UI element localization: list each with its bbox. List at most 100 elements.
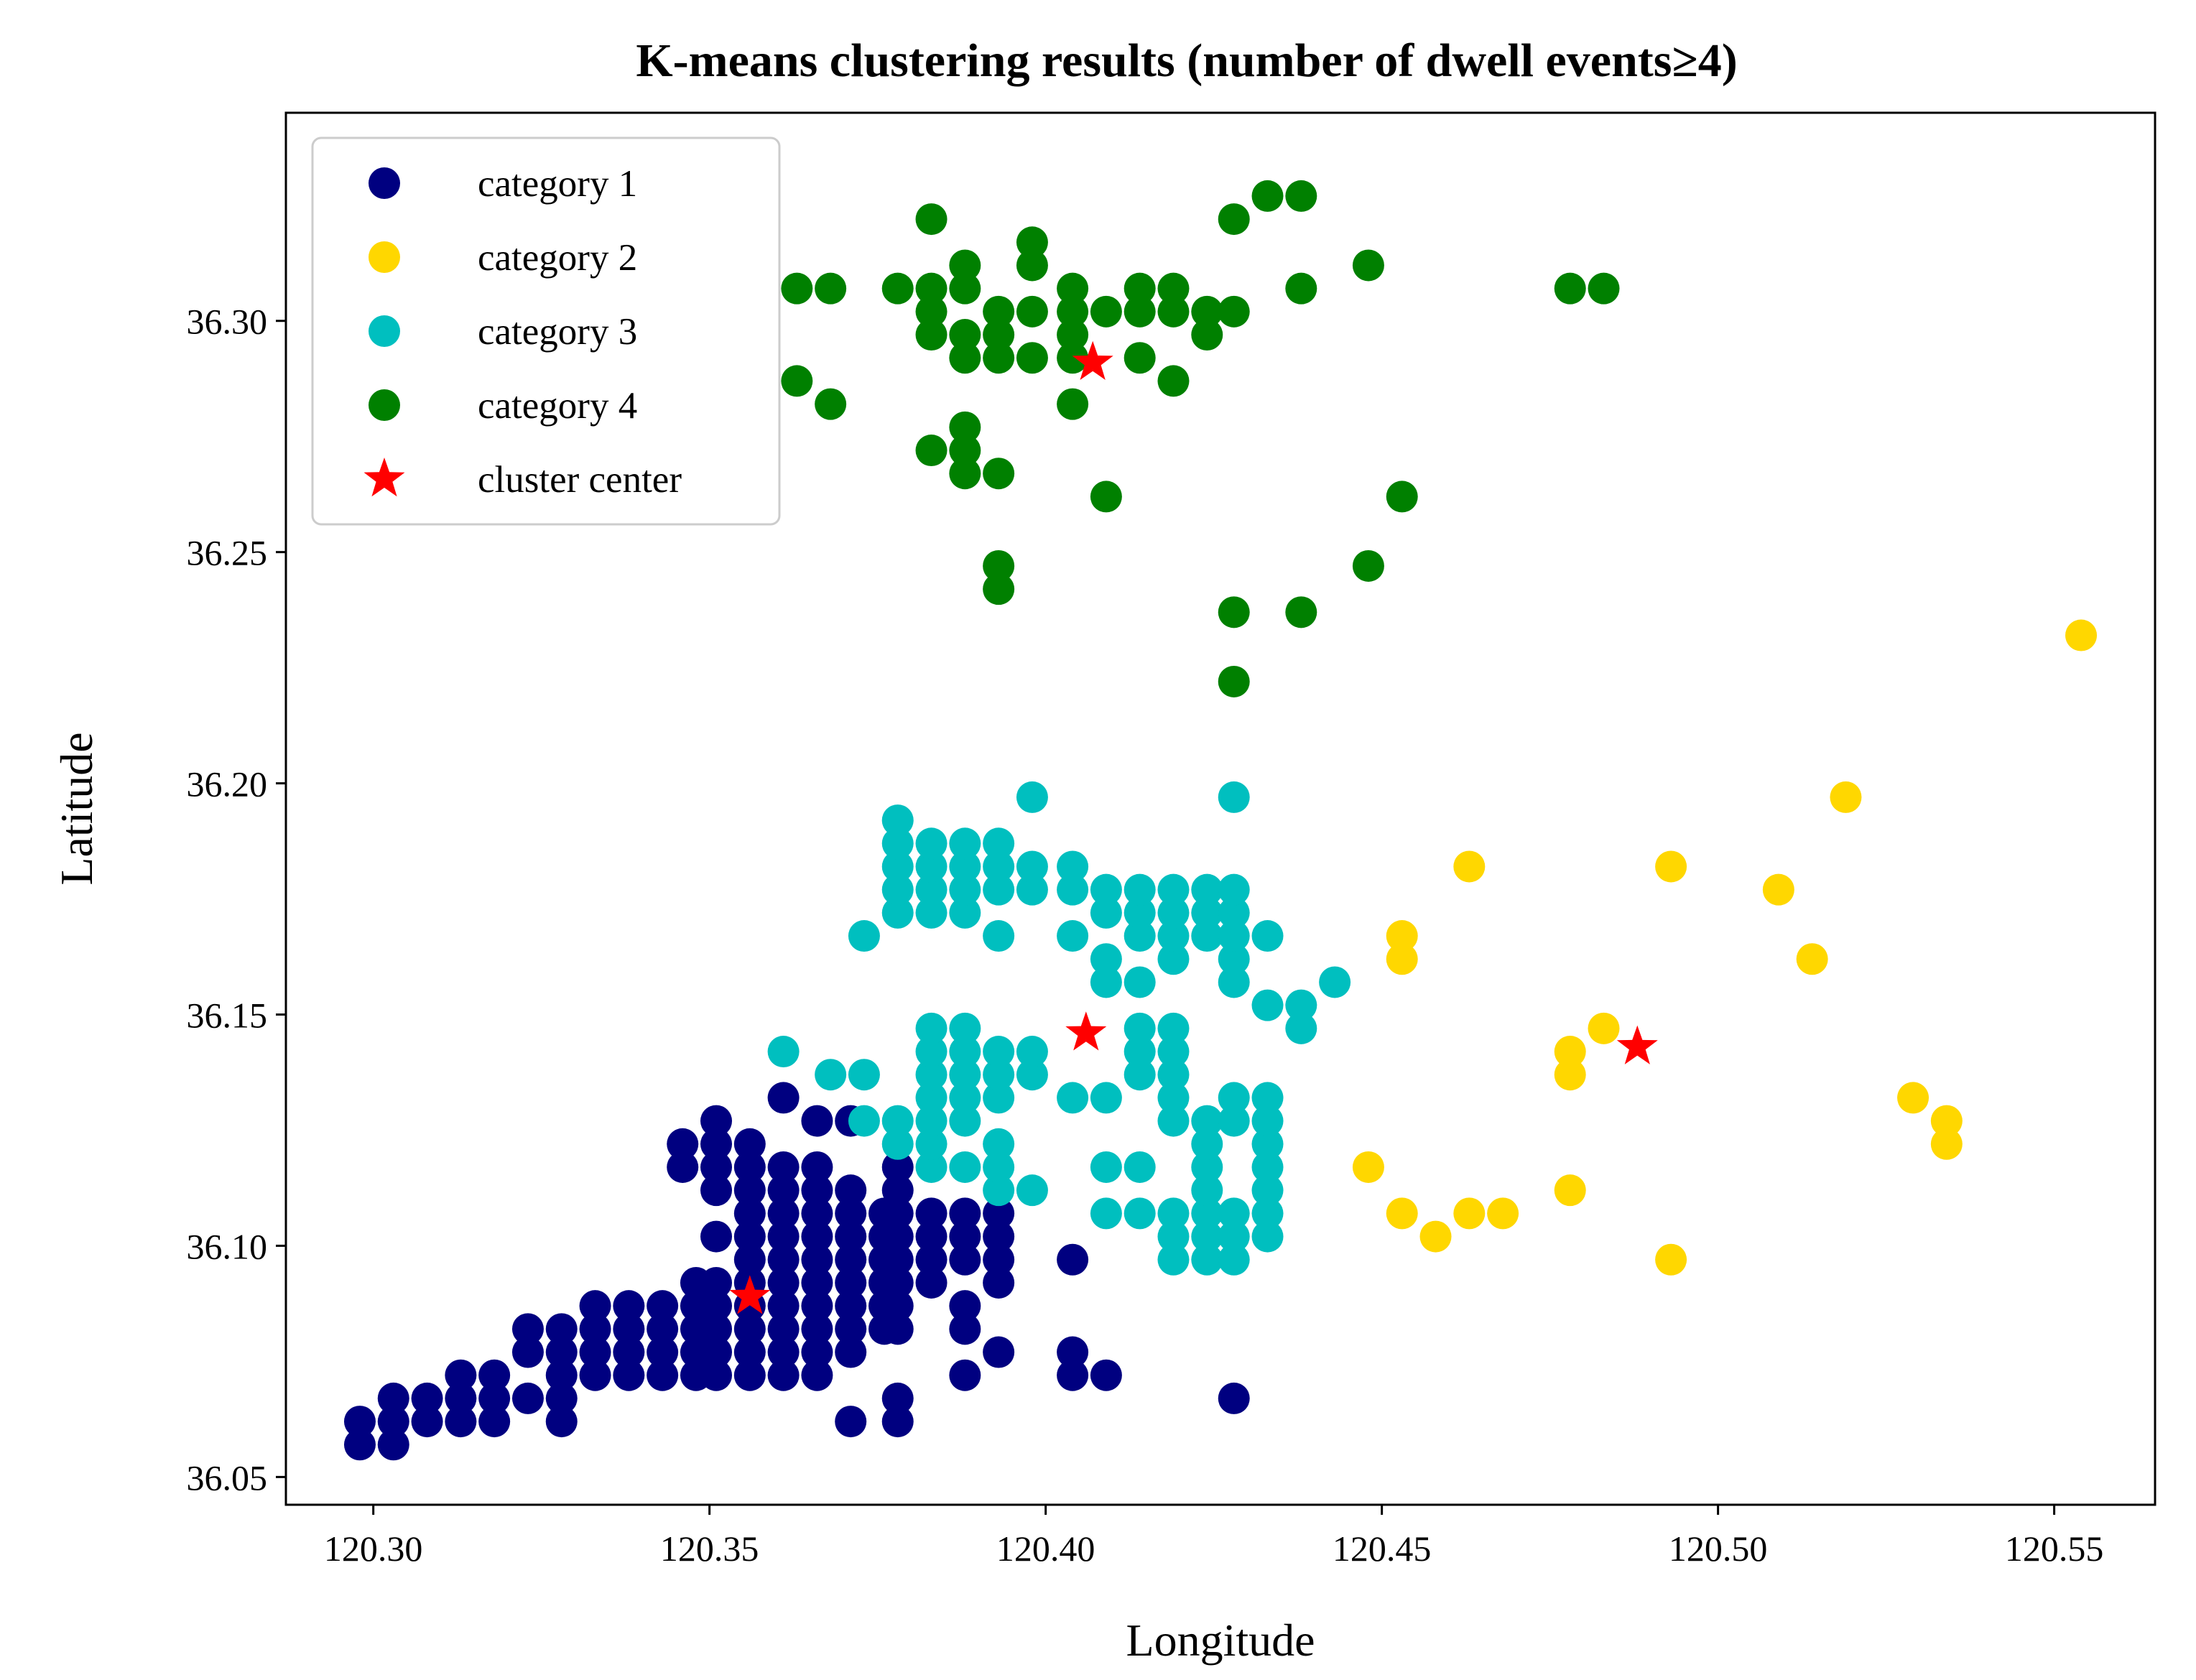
data-point: [781, 365, 813, 397]
data-point: [1157, 1243, 1190, 1276]
data-point: [647, 1336, 679, 1368]
data-point: [1453, 850, 1486, 883]
x-tick-label: 120.30: [324, 1528, 423, 1569]
data-point: [1090, 896, 1122, 929]
data-point: [1157, 295, 1190, 328]
data-point: [983, 827, 1015, 860]
data-point: [1352, 1151, 1384, 1183]
data-point: [1157, 943, 1190, 975]
data-point: [949, 249, 981, 282]
data-point: [983, 1336, 1015, 1368]
data-point: [983, 295, 1015, 328]
data-point: [983, 920, 1015, 952]
data-point: [881, 1243, 914, 1276]
data-point: [767, 1313, 800, 1345]
legend-label: category 2: [478, 237, 637, 279]
data-point: [881, 1220, 914, 1253]
data-point: [881, 1151, 914, 1183]
data-point: [733, 1220, 766, 1253]
data-point: [1218, 920, 1250, 952]
data-point: [667, 1128, 699, 1160]
x-tick-label: 120.45: [1333, 1528, 1432, 1569]
data-point: [881, 1105, 914, 1137]
data-point: [700, 1220, 733, 1253]
data-point: [647, 1290, 679, 1322]
data-point: [1157, 365, 1190, 397]
data-point: [835, 1336, 867, 1368]
data-point: [949, 873, 981, 906]
data-point: [835, 1220, 867, 1253]
data-point: [1191, 896, 1223, 929]
data-point: [1386, 920, 1418, 952]
data-point: [1057, 850, 1089, 883]
data-point: [1352, 549, 1384, 582]
x-axis-label: Longitude: [1126, 1615, 1315, 1666]
data-point: [1191, 319, 1223, 351]
data-point: [835, 1266, 867, 1299]
data-point: [511, 1336, 544, 1368]
data-point: [1218, 896, 1250, 929]
data-point: [1124, 1012, 1156, 1044]
data-point: [1218, 203, 1250, 236]
legend-marker: [369, 241, 400, 273]
data-point: [1251, 989, 1284, 1021]
data-point: [445, 1359, 477, 1391]
data-point: [983, 1036, 1015, 1068]
data-point: [1218, 1105, 1250, 1137]
data-point: [983, 1197, 1015, 1230]
data-point: [1016, 873, 1048, 906]
data-point: [1251, 1220, 1284, 1253]
data-point: [801, 1243, 833, 1276]
data-point: [1218, 665, 1250, 697]
data-point: [700, 1128, 733, 1160]
data-point: [1285, 1012, 1317, 1044]
data-point: [949, 1012, 981, 1044]
data-point: [815, 1059, 847, 1091]
data-point: [915, 1105, 948, 1137]
legend-marker: [369, 389, 400, 421]
data-point: [613, 1336, 645, 1368]
data-point: [1352, 249, 1384, 282]
data-point: [1124, 272, 1156, 305]
data-point: [377, 1406, 409, 1438]
y-tick-label: 36.30: [187, 302, 268, 342]
data-point: [1191, 1220, 1223, 1253]
data-point: [983, 1266, 1015, 1299]
data-point: [767, 1336, 800, 1368]
data-point: [835, 1313, 867, 1345]
data-point: [1057, 342, 1089, 374]
data-point: [881, 1290, 914, 1322]
legend-label: category 4: [478, 385, 637, 427]
legend-label: category 1: [478, 163, 637, 205]
data-point: [881, 1382, 914, 1414]
data-point: [1796, 943, 1828, 975]
data-point: [815, 272, 847, 305]
legend-marker-star: [363, 458, 405, 497]
data-point: [801, 1313, 833, 1345]
data-point: [1191, 1128, 1223, 1160]
data-point: [1157, 1220, 1190, 1253]
data-point: [915, 1012, 948, 1044]
data-point: [1319, 966, 1351, 998]
data-point: [1588, 1012, 1620, 1044]
data-point: [881, 1128, 914, 1160]
data-point: [949, 850, 981, 883]
data-point: [1157, 920, 1190, 952]
data-point: [983, 549, 1015, 582]
data-point: [801, 1290, 833, 1322]
data-point: [1386, 481, 1418, 513]
data-point: [733, 1359, 766, 1391]
data-point: [801, 1174, 833, 1207]
data-point: [1655, 850, 1687, 883]
data-point: [983, 319, 1015, 351]
data-point: [781, 272, 813, 305]
data-point: [1057, 319, 1089, 351]
data-point: [915, 1151, 948, 1183]
data-point: [881, 896, 914, 929]
data-point: [1251, 1174, 1284, 1207]
data-point: [647, 1313, 679, 1345]
data-point: [815, 388, 847, 420]
data-point: [949, 896, 981, 929]
legend-label: category 3: [478, 311, 637, 353]
